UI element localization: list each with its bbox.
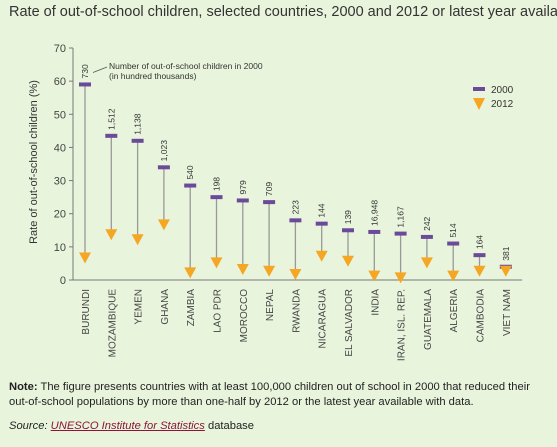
marker-2012-0 bbox=[79, 252, 91, 264]
y-tick-label: 50 bbox=[54, 109, 66, 121]
y-axis-label: Rate of out-of-school children (%) bbox=[28, 80, 40, 244]
source-line: Source: UNESCO Institute for Statistics … bbox=[9, 420, 254, 432]
data-label-2000-3: 1,023 bbox=[159, 140, 169, 162]
legend-marker-2012 bbox=[473, 98, 485, 110]
data-label-2000-0: 730 bbox=[80, 64, 90, 78]
marker-2012-7 bbox=[263, 265, 276, 277]
marker-2000-9 bbox=[315, 221, 328, 226]
data-label-2000-6: 979 bbox=[238, 180, 248, 194]
x-tick-label-10: EL SALVADOR bbox=[344, 289, 355, 357]
marker-2012-11 bbox=[368, 270, 381, 282]
data-label-2000-12: 1,167 bbox=[396, 206, 406, 228]
x-tick-label-6: MOROCCO bbox=[239, 289, 250, 343]
marker-2000-6 bbox=[236, 198, 249, 203]
data-label-2000-5: 198 bbox=[212, 177, 222, 191]
marker-2000-12 bbox=[394, 231, 407, 236]
note-text: The figure presents countries with at le… bbox=[9, 381, 530, 408]
marker-2000-15 bbox=[473, 253, 486, 258]
marker-2000-5 bbox=[210, 195, 223, 200]
marker-2012-12 bbox=[394, 272, 407, 284]
marker-2000-0 bbox=[79, 82, 91, 87]
marker-2012-8 bbox=[289, 269, 302, 281]
y-tick-label: 70 bbox=[54, 43, 66, 55]
marker-2000-13 bbox=[420, 234, 433, 239]
data-label-2000-15: 164 bbox=[475, 235, 485, 249]
marker-2012-3 bbox=[157, 219, 170, 231]
x-tick-label-1: MOZAMBIQUE bbox=[107, 289, 118, 358]
x-tick-label-0: BURUNDI bbox=[81, 289, 92, 335]
data-label-2000-4: 540 bbox=[185, 165, 195, 179]
marker-2000-14 bbox=[447, 241, 460, 246]
marker-2000-8 bbox=[289, 218, 302, 223]
x-tick-label-14: ALGERIA bbox=[449, 289, 460, 333]
marker-2012-13 bbox=[420, 257, 433, 269]
marker-2012-2 bbox=[131, 234, 144, 246]
dot-range-chart: 0 10 20 30 40 50 60 70 Rate of out-of-school ch… bbox=[28, 43, 523, 362]
legend-marker-2000 bbox=[473, 87, 485, 91]
legend: 2000 2012 bbox=[473, 85, 514, 110]
marker-2000-2 bbox=[131, 138, 144, 143]
x-tick-label-15: CAMBODIA bbox=[476, 289, 487, 343]
x-tick-label-2: YEMEN bbox=[134, 289, 145, 325]
data-label-2000-10: 139 bbox=[343, 210, 353, 224]
x-tick-labels: BURUNDI MOZAMBIQUE YEMEN GHANA ZAMBIA LAO PDR… bbox=[81, 289, 513, 362]
marker-2012-15 bbox=[473, 265, 486, 277]
y-tick-label: 60 bbox=[54, 76, 66, 88]
x-tick-label-9: NICARAGUA bbox=[318, 289, 329, 349]
source-label: Source: bbox=[9, 420, 48, 432]
legend-label-2012: 2012 bbox=[491, 99, 514, 110]
y-tick-label: 0 bbox=[60, 275, 66, 287]
y-tick-label: 20 bbox=[54, 209, 66, 221]
marker-2012-9 bbox=[315, 250, 328, 262]
data-label-2000-7: 709 bbox=[264, 182, 274, 196]
data-label-2000-14: 514 bbox=[448, 223, 458, 237]
y-tick-label: 30 bbox=[54, 176, 66, 188]
x-tick-label-8: RWANDA bbox=[291, 289, 302, 333]
y-axis: 0 10 20 30 40 50 60 70 bbox=[54, 43, 523, 287]
note-paragraph: Note: The figure presents countries with… bbox=[9, 380, 549, 410]
data-label-2000-1: 1,512 bbox=[106, 108, 116, 130]
data-label-2000-9: 144 bbox=[317, 203, 327, 217]
annotation: Number of out-of-school children in 2000… bbox=[92, 61, 263, 81]
marker-2000-7 bbox=[263, 200, 276, 205]
x-tick-label-5: LAO PDR bbox=[213, 289, 224, 333]
data-label-2000-13: 242 bbox=[422, 216, 432, 230]
marker-2012-4 bbox=[184, 267, 197, 279]
marker-2000-11 bbox=[368, 229, 381, 234]
chart-title: Rate of out-of-school children, selected… bbox=[9, 4, 557, 20]
y-tick-label: 40 bbox=[54, 142, 66, 154]
x-tick-label-12: IRAN, ISL. REP. bbox=[397, 289, 408, 361]
marker-2012-16 bbox=[499, 265, 512, 277]
source-suffix: database bbox=[204, 420, 255, 432]
note-label: Note: bbox=[9, 381, 38, 393]
source-link[interactable]: UNESCO Institute for Statistics bbox=[50, 420, 205, 432]
marker-2000-10 bbox=[342, 228, 354, 233]
annotation-line-2: (in hundred thousands) bbox=[109, 71, 197, 81]
marker-2000-4 bbox=[184, 183, 197, 188]
marker-2012-5 bbox=[210, 257, 223, 269]
data-label-2000-2: 1,138 bbox=[133, 113, 143, 135]
annotation-line-1: Number of out-of-school children in 2000 bbox=[109, 61, 263, 71]
marker-2012-14 bbox=[447, 270, 460, 282]
legend-label-2000: 2000 bbox=[491, 85, 514, 96]
marker-2000-3 bbox=[157, 165, 170, 170]
y-tick-label: 10 bbox=[54, 242, 66, 254]
marker-2012-1 bbox=[105, 229, 118, 241]
marker-2012-10 bbox=[342, 255, 354, 267]
data-label-2000-8: 223 bbox=[290, 200, 300, 214]
marker-2012-6 bbox=[236, 264, 249, 276]
x-tick-label-7: NEPAL bbox=[265, 289, 276, 321]
data-label-2000-11: 16,948 bbox=[369, 200, 379, 226]
x-tick-label-11: INDIA bbox=[370, 289, 381, 316]
markers: 730 1,512 1,138 1,023 540 198 979 709 223 144 139 1… bbox=[79, 64, 512, 284]
marker-2000-1 bbox=[105, 133, 118, 138]
stems bbox=[84, 84, 507, 275]
annotation-leader bbox=[92, 66, 108, 73]
data-label-2000-16: 381 bbox=[501, 246, 511, 260]
x-tick-label-4: ZAMBIA bbox=[186, 289, 197, 327]
x-tick-label-13: GUATEMALA bbox=[423, 289, 434, 350]
x-tick-label-3: GHANA bbox=[160, 289, 171, 325]
x-tick-label-16: VIET NAM bbox=[502, 289, 513, 336]
